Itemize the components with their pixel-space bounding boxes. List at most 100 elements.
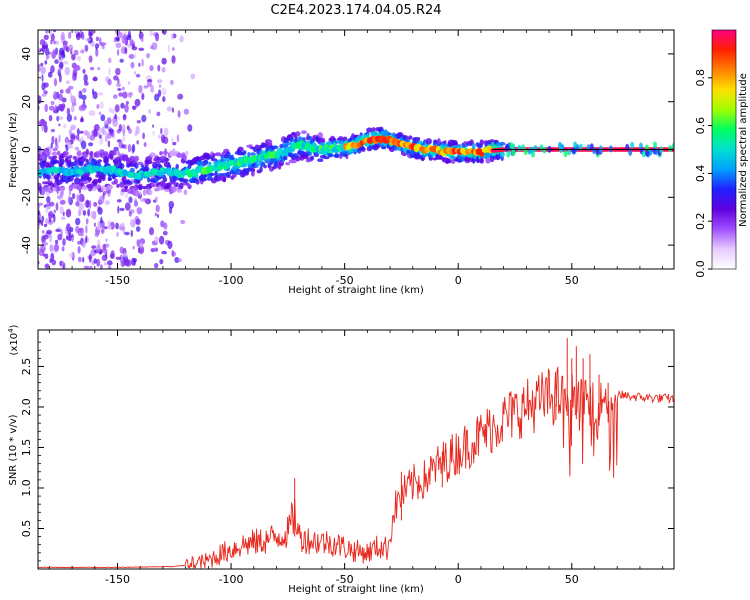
- spectrogram-noise-blob: [115, 37, 120, 42]
- spectrogram-noise-blob: [38, 64, 41, 72]
- x-tick-label: 0: [455, 573, 462, 586]
- spectrogram-band-blob: [40, 155, 45, 159]
- spectrogram-noise-blob: [53, 78, 58, 87]
- spectrogram-band-blob: [333, 153, 340, 159]
- spectrogram-noise-blob: [55, 40, 60, 45]
- spectrogram-noise-blob: [111, 108, 115, 114]
- spectrogram-band-blob: [182, 178, 189, 184]
- spectrogram-noise-blob: [59, 104, 65, 111]
- spectrogram-noise-blob: [108, 107, 112, 113]
- spectrogram-noise-blob: [143, 85, 149, 89]
- spectrogram-noise-blob: [50, 252, 55, 262]
- spectrogram-noise-blob: [84, 44, 89, 52]
- spectrogram-noise-blob: [46, 54, 50, 59]
- spectrogram-y-label: Frequency (Hz): [8, 112, 19, 188]
- spectrogram-band-blob: [319, 137, 326, 144]
- spectrogram-x-ticks: -150 -100 -50 0 50: [48, 30, 664, 287]
- spectrogram-band-blob: [137, 161, 144, 165]
- spectrogram-noise-blob: [69, 226, 74, 233]
- spectrogram-band-blob: [43, 184, 50, 188]
- spectrogram-noise-blob: [70, 124, 76, 131]
- spectrogram-noise-blob: [65, 88, 71, 94]
- spectrogram-noise-blob: [114, 104, 120, 113]
- spectrogram-band-blob: [149, 152, 156, 157]
- spectrogram-burst-blob: [653, 141, 657, 149]
- spectrogram-noise-blob: [85, 218, 89, 225]
- spectrogram-noise-blob: [157, 64, 161, 72]
- spectrogram-noise-blob: [122, 129, 126, 137]
- spectrogram-noise-blob: [177, 93, 184, 100]
- spectrogram-burst-blob: [567, 148, 572, 156]
- spectrogram-noise-blob: [135, 73, 141, 78]
- spectrogram-noise-blob: [132, 245, 135, 250]
- spectrogram-noise-blob: [60, 31, 65, 41]
- spectrogram-noise-blob: [138, 62, 141, 67]
- spectrogram-noise-blob: [43, 124, 48, 133]
- x-tick-label: -100: [219, 573, 244, 586]
- spectrogram-band-blob: [72, 155, 78, 160]
- spectrogram-noise-blob: [127, 92, 133, 98]
- spectrogram-band-blob: [301, 130, 307, 135]
- spectrogram-noise-blob: [43, 120, 47, 127]
- spectrogram-noise-blob: [79, 130, 84, 134]
- spectrogram-noise-blob: [100, 114, 106, 122]
- colorbar: 0.0 0.2 0.4 0.6 0.8 Normalized spectral ampl…: [694, 29, 749, 278]
- spectrogram-noise-blob: [65, 208, 72, 218]
- snr-x-ticks: -150 -100 -50 0 50: [48, 330, 664, 586]
- spectrogram-band-blob: [113, 178, 118, 185]
- spectrogram-band-blob: [76, 184, 83, 191]
- spectrogram-band-blob: [417, 153, 420, 158]
- spectrogram-band-blob: [287, 141, 293, 146]
- spectrogram-band-blob: [471, 143, 476, 150]
- spectrogram-noise-blob: [51, 135, 55, 145]
- spectrogram-noise-blob: [66, 107, 71, 116]
- spectrogram-noise-blob: [160, 127, 163, 135]
- snr-series-line: [38, 366, 674, 569]
- spectrogram-noise-blob: [128, 196, 133, 204]
- y-tick-label: 0.5: [20, 520, 33, 538]
- spectrogram-band-blob: [76, 150, 82, 157]
- spectrogram-y-ticks: -40 -20 0 20 40: [20, 29, 674, 270]
- spectrogram-noise-blob: [76, 55, 82, 62]
- spectrogram-noise-blob: [154, 236, 159, 244]
- spectrogram-noise-blob: [74, 146, 80, 151]
- spectrogram-noise-blob: [147, 79, 153, 83]
- spectrogram-noise-blob: [75, 64, 80, 71]
- spectrogram-noise-blob: [102, 248, 108, 254]
- spectrogram-band-blob: [148, 160, 153, 164]
- spectrogram-noise-blob: [127, 144, 132, 153]
- spectrogram-noise-blob: [177, 110, 181, 118]
- spectrogram-noise-blob: [184, 150, 189, 156]
- spectrogram-noise-blob: [96, 258, 101, 267]
- spectrogram-noise-blob: [67, 195, 71, 205]
- spectrogram-band-blob: [133, 190, 140, 197]
- spectrogram-noise-blob: [121, 136, 126, 142]
- spectrogram-band-blob: [308, 151, 312, 156]
- y-tick-label: 2.0: [20, 398, 33, 416]
- spectrogram-noise-blob: [142, 132, 146, 140]
- spectrogram-noise-blob: [177, 258, 182, 263]
- spectrogram-noise-blob: [50, 100, 55, 106]
- spectrogram-band-blob: [210, 158, 218, 162]
- spectrogram-noise-blob: [88, 30, 94, 37]
- spectrogram-band-blob: [323, 156, 330, 160]
- spectrogram-band-blob: [235, 168, 242, 175]
- spectrogram-noise-blob: [97, 220, 101, 228]
- spectrogram-band-blob: [491, 152, 497, 157]
- spectrogram-band-blob: [230, 154, 235, 161]
- spectrogram-burst-blob: [641, 150, 646, 158]
- spectrogram-noise-blob: [117, 205, 120, 214]
- spectrogram-noise-blob: [122, 91, 128, 99]
- spectrogram-noise-blob: [55, 239, 59, 245]
- colorbar-frame: [711, 29, 737, 270]
- spectrogram-noise-blob: [89, 200, 92, 209]
- spectrogram-band-blob: [464, 157, 471, 162]
- spectrogram-noise-blob: [38, 120, 43, 126]
- spectrogram-noise-blob: [113, 146, 119, 152]
- spectrogram-band-blob: [360, 146, 366, 152]
- spectrogram-noise-blob: [40, 62, 44, 67]
- snr-spikes: [294, 338, 609, 537]
- spectrogram-band-blob: [53, 159, 60, 164]
- spectrogram-band-blob: [98, 149, 105, 153]
- spectrogram-noise-blob: [56, 195, 63, 200]
